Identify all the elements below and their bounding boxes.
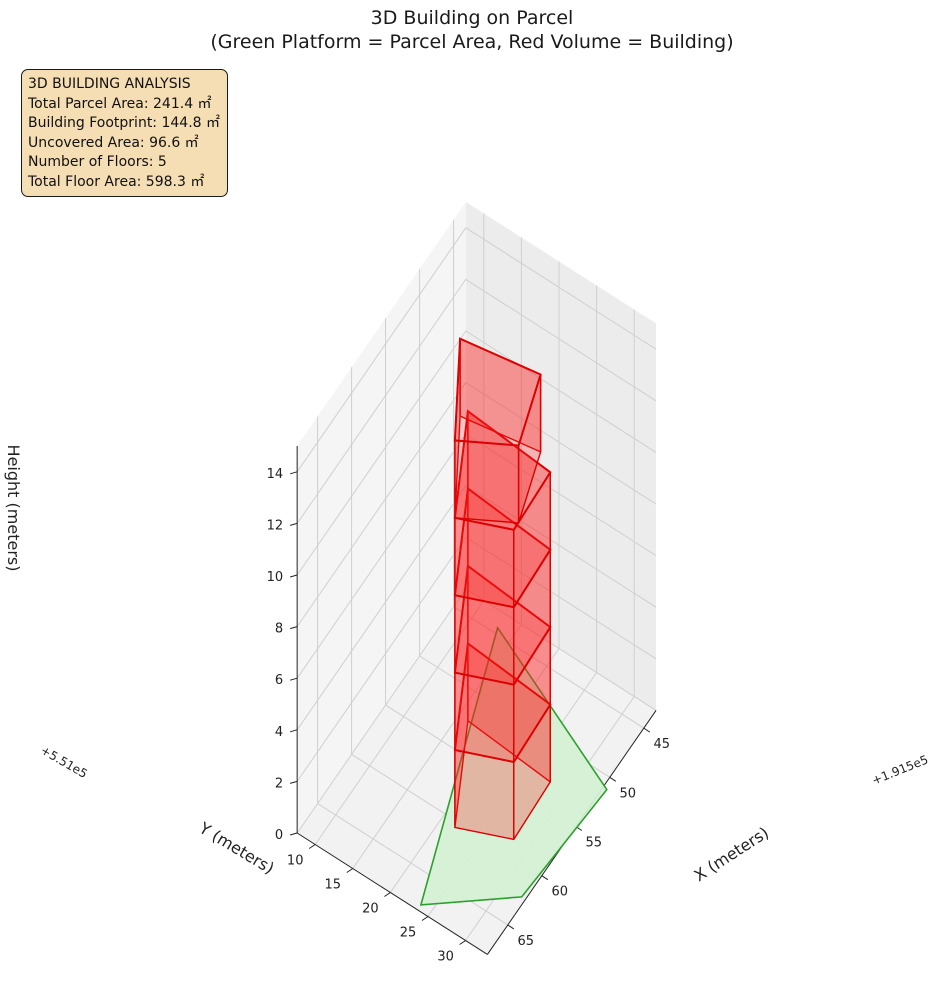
info-line-parcel-area: Total Parcel Area: 241.4 ㎡ — [28, 95, 212, 112]
y-tick-label: 20 — [362, 902, 379, 917]
gridline-z-2 — [296, 536, 657, 782]
y-tick-label: 25 — [400, 926, 417, 941]
info-heading: 3D BUILDING ANALYSIS — [28, 76, 191, 92]
z-tick-0 — [290, 832, 298, 836]
z-tick-2 — [290, 780, 298, 784]
y-tick-20 — [384, 892, 391, 897]
y-tick-label: 10 — [287, 854, 304, 869]
z-tick-8 — [290, 626, 298, 630]
building-floor-3 — [453, 486, 552, 686]
y-tick-30 — [459, 940, 466, 945]
chart-title-block: 3D Building on Parcel (Green Platform = … — [0, 6, 944, 54]
building-wall — [454, 594, 515, 686]
z-tick-label: 10 — [267, 570, 284, 585]
building-floor-1 — [453, 641, 552, 841]
z-tick-6 — [290, 677, 298, 681]
gridline-z-12 — [296, 278, 657, 524]
x-tick-60 — [541, 875, 549, 881]
x-tick-50 — [609, 776, 617, 782]
z-axis-title: Height (meters) — [4, 445, 23, 572]
building-wall — [454, 671, 515, 763]
z-tick-label: 0 — [275, 828, 283, 843]
x-tick-label: 60 — [552, 885, 569, 900]
gridline-z-4 — [296, 485, 657, 731]
y-tick-label: 15 — [325, 878, 342, 893]
z-tick-label: 6 — [275, 673, 283, 688]
gridline-z-14 — [296, 227, 657, 473]
x-tick-65 — [507, 924, 515, 930]
z-tick-12 — [290, 522, 298, 526]
x-offset-label: +1.915e5 — [870, 752, 930, 787]
z-tick-label: 14 — [267, 467, 284, 482]
z-tick-label: 8 — [275, 622, 283, 637]
z-tick-14 — [290, 471, 298, 475]
chart-subtitle: (Green Platform = Parcel Area, Red Volum… — [210, 31, 734, 53]
z-tick-label: 4 — [275, 725, 283, 740]
x-tick-45 — [643, 727, 651, 733]
info-line-uncovered: Uncovered Area: 96.6 ㎡ — [28, 134, 199, 151]
y-tick-15 — [346, 868, 354, 873]
info-line-floor-area: Total Floor Area: 598.3 ㎡ — [28, 173, 205, 190]
x-tick-label: 45 — [654, 737, 671, 752]
building-wall — [454, 439, 520, 524]
building-floor-top — [453, 337, 542, 447]
y-tick-10 — [308, 844, 316, 849]
z-tick-10 — [290, 574, 298, 578]
chart-title: 3D Building on Parcel — [370, 7, 574, 29]
z-tick-4 — [290, 729, 298, 733]
back-left-pane — [297, 202, 466, 833]
x-axis-title: X (meters) — [691, 823, 773, 885]
x-tick-label: 65 — [518, 934, 535, 949]
y-tick-label: 30 — [437, 950, 454, 965]
gridline-z-8 — [296, 381, 657, 627]
gridline-z-10 — [296, 330, 657, 576]
info-line-footprint: Building Footprint: 144.8 ㎡ — [28, 115, 221, 132]
building-floor-top — [453, 409, 552, 531]
x-tick-label: 55 — [586, 836, 603, 851]
building-floor-4 — [453, 409, 552, 608]
y-offset-label: +5.51e5 — [38, 743, 90, 781]
info-line-floors: Number of Floors: 5 — [28, 154, 167, 171]
z-tick-label: 2 — [275, 776, 283, 791]
y-axis-line — [296, 832, 488, 955]
y-axis-title: Y (meters) — [195, 818, 277, 878]
y-tick-25 — [421, 916, 429, 921]
building-wall — [454, 749, 515, 841]
x-tick-label: 50 — [620, 786, 637, 801]
building-wall — [454, 517, 515, 608]
analysis-info-box: 3D BUILDING ANALYSIS Total Parcel Area: … — [21, 69, 228, 197]
building-floor-5 — [453, 337, 542, 524]
z-tick-label: 12 — [267, 518, 284, 533]
building-floor-2 — [453, 564, 552, 763]
data-marks — [419, 337, 608, 906]
